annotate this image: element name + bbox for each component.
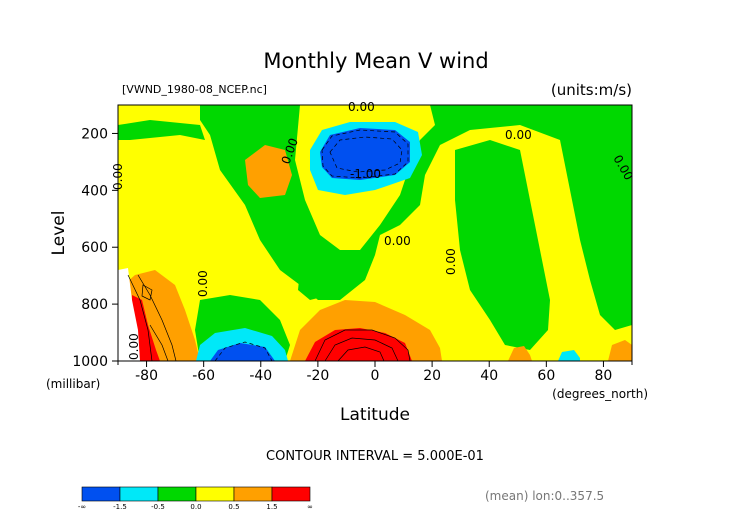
contour-label: 0.00 bbox=[196, 270, 210, 297]
x-tick-label: -60 bbox=[192, 368, 215, 384]
field-blue-region bbox=[320, 128, 410, 180]
colorbar-tick-label: 0.5 bbox=[228, 503, 239, 511]
contour-interval-label: CONTOUR INTERVAL = 5.000E-01 bbox=[266, 449, 484, 464]
y-axis-label: Level bbox=[49, 211, 69, 256]
field-orange-region bbox=[508, 346, 532, 361]
mean-footnote: (mean) lon:0..357.5 bbox=[485, 489, 604, 503]
units-label: (units:m/s) bbox=[551, 81, 632, 99]
contour-label: 0.00 bbox=[127, 333, 141, 360]
colorbar-swatch bbox=[157, 486, 197, 502]
plot-area: 0.00 0.00 0.00 0.00 -1.00 0.00 0.00 0.00… bbox=[111, 100, 636, 362]
field-green-patch bbox=[118, 120, 205, 140]
file-label: [VWND_1980-08_NCEP.nc] bbox=[122, 83, 267, 96]
field-cyan-region bbox=[558, 350, 580, 361]
axis-ticks: -80 -60 -40 -20 0 20 40 60 80 200 400 600 800 1000 bbox=[72, 126, 633, 384]
colorbar-tick-label: -1.5 bbox=[113, 503, 127, 511]
y-tick-label: 1000 bbox=[72, 354, 108, 370]
contour-lines bbox=[127, 129, 411, 362]
colorbar-tick-label: 1.5 bbox=[266, 503, 277, 511]
field-orange-region bbox=[245, 145, 292, 198]
x-tick-label: -20 bbox=[306, 368, 329, 384]
y-tick-label: 200 bbox=[81, 126, 108, 142]
contour-label: 0.00 bbox=[505, 128, 532, 142]
colorbar-swatch bbox=[81, 486, 121, 502]
contour-labels: 0.00 0.00 0.00 0.00 -1.00 0.00 0.00 0.00… bbox=[111, 100, 636, 360]
colorbar-tick-label: -0.5 bbox=[151, 503, 165, 511]
colorbar-swatch bbox=[233, 486, 273, 502]
x-axis-unit: (degrees_north) bbox=[552, 387, 648, 401]
field-green-patch bbox=[455, 140, 550, 350]
colorbar: -∞ -1.5 -0.5 0.0 0.5 1.5 ∞ bbox=[78, 486, 313, 511]
colorbar-swatch bbox=[195, 486, 235, 502]
field-missing-patch bbox=[118, 268, 140, 361]
y-axis-unit: (millibar) bbox=[46, 377, 100, 391]
field-green-patch bbox=[560, 120, 632, 310]
x-tick-label: 60 bbox=[537, 368, 555, 384]
colorbar-swatch bbox=[119, 486, 159, 502]
colorbar-tick-label: -∞ bbox=[78, 503, 86, 511]
colorbar-swatch bbox=[271, 486, 311, 502]
contour-label: 0.00 bbox=[348, 100, 375, 114]
x-tick-label: -80 bbox=[135, 368, 158, 384]
contour-label: 0.00 bbox=[444, 248, 458, 275]
x-tick-label: 0 bbox=[371, 368, 380, 384]
x-tick-label: 20 bbox=[423, 368, 441, 384]
colorbar-tick-label: 0.0 bbox=[190, 503, 201, 511]
x-tick-label: 40 bbox=[480, 368, 498, 384]
field-green-patch bbox=[298, 265, 335, 300]
x-tick-label: 80 bbox=[595, 368, 613, 384]
x-axis-label: Latitude bbox=[340, 405, 410, 425]
field-orange-region bbox=[608, 340, 632, 361]
y-tick-label: 600 bbox=[81, 240, 108, 256]
contour-label: -1.00 bbox=[350, 167, 381, 181]
field-red-region bbox=[132, 295, 160, 361]
chart-title: Monthly Mean V wind bbox=[263, 49, 488, 73]
y-tick-label: 400 bbox=[81, 183, 108, 199]
y-tick-label: 800 bbox=[81, 297, 108, 313]
contour-label: 0.00 bbox=[384, 234, 411, 248]
colorbar-tick-label: ∞ bbox=[307, 503, 313, 511]
x-tick-label: -40 bbox=[249, 368, 272, 384]
